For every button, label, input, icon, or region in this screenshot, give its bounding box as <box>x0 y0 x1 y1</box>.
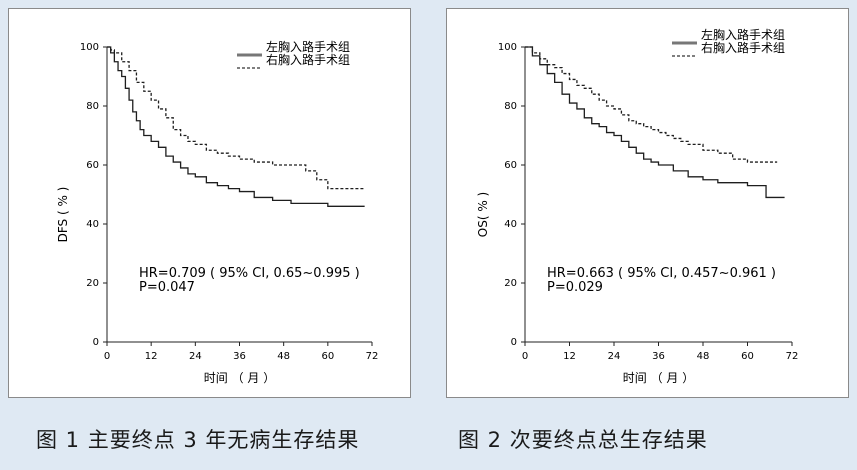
os-chart: 0 20 40 60 80 100 0 12 24 36 48 60 72 OS( % ) 时间 （ 月 ）… <box>476 27 799 385</box>
x-tick-label: 36 <box>233 351 246 362</box>
x-tick-label: 48 <box>697 351 710 362</box>
os-chart-panel: 0 20 40 60 80 100 0 12 24 36 48 60 72 OS( % ) 时间 （ 月 ）… <box>446 8 849 398</box>
y-tick-label: 60 <box>86 160 99 171</box>
y-tick-label: 40 <box>86 219 99 230</box>
survival-curve-solid <box>525 46 785 199</box>
y-tick-label: 80 <box>504 101 517 112</box>
x-tick-label: 0 <box>104 351 110 362</box>
p-value-label: P=0.029 <box>547 280 603 295</box>
dfs-chart-panel: 0 20 40 60 80 100 0 12 24 36 48 60 72 DFS ( % ) 时间 （ 月… <box>8 8 411 398</box>
y-axis-title: DFS ( % ) <box>56 187 70 243</box>
y-tick-label: 0 <box>93 337 99 348</box>
x-tick-label: 72 <box>366 351 379 362</box>
x-tick-label: 48 <box>277 351 290 362</box>
legend-label: 右胸入路手术组 <box>701 40 785 55</box>
x-axis-title: 时间 （ 月 ） <box>204 371 275 385</box>
y-tick-label: 0 <box>511 337 517 348</box>
x-tick-label: 12 <box>563 351 576 362</box>
y-tick-label: 100 <box>498 42 517 53</box>
survival-curve-dashed <box>525 46 778 163</box>
x-tick-label: 12 <box>145 351 158 362</box>
x-axis-title: 时间 （ 月 ） <box>623 371 694 385</box>
legend-label: 左胸入路手术组 <box>266 39 350 54</box>
y-tick-label: 20 <box>504 278 517 289</box>
x-tick-label: 60 <box>741 351 754 362</box>
y-axis-title: OS( % ) <box>476 192 490 237</box>
y-tick-label: 40 <box>504 219 517 230</box>
y-tick-label: 20 <box>86 278 99 289</box>
y-tick-label: 60 <box>504 160 517 171</box>
legend-label: 左胸入路手术组 <box>701 27 785 42</box>
p-value-label: P=0.047 <box>139 280 195 295</box>
x-tick-label: 24 <box>608 351 621 362</box>
x-tick-label: 0 <box>522 351 528 362</box>
hazard-ratio-label: HR=0.663 ( 95% CI, 0.457~0.961 ) <box>547 266 776 281</box>
hazard-ratio-label: HR=0.709 ( 95% CI, 0.65~0.995 ) <box>139 266 360 281</box>
x-tick-label: 60 <box>321 351 334 362</box>
y-tick-label: 80 <box>86 101 99 112</box>
dfs-chart: 0 20 40 60 80 100 0 12 24 36 48 60 72 DFS ( % ) 时间 （ 月… <box>56 39 379 385</box>
figure-1-caption: 图 1 主要终点 3 年无病生存结果 <box>36 428 360 452</box>
figure-2-caption: 图 2 次要终点总生存结果 <box>458 428 708 452</box>
x-tick-label: 36 <box>652 351 665 362</box>
survival-curve-solid <box>107 46 365 207</box>
survival-curve-dashed <box>107 46 365 190</box>
legend-label: 右胸入路手术组 <box>266 52 350 67</box>
x-tick-label: 24 <box>189 351 202 362</box>
y-tick-label: 100 <box>80 42 99 53</box>
x-tick-label: 72 <box>786 351 799 362</box>
